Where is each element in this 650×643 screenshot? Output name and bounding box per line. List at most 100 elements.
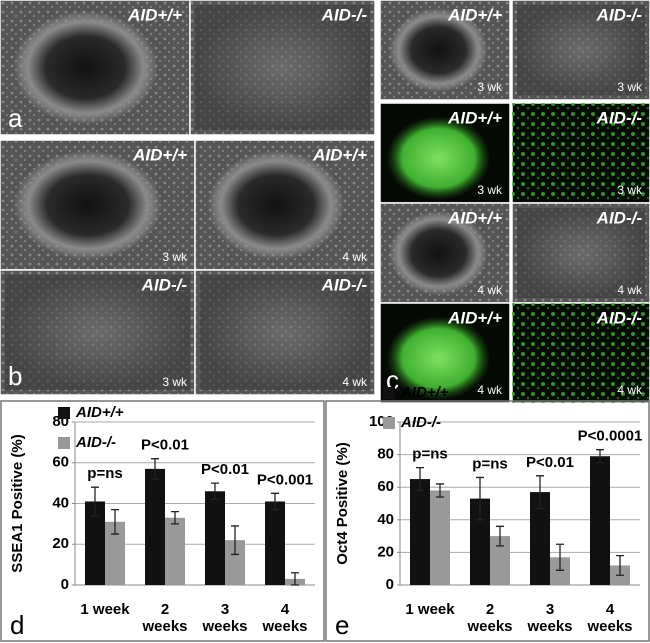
time-label: 3 wk — [477, 80, 503, 94]
legend-label: AID+/+ — [75, 404, 124, 421]
colony — [389, 8, 488, 92]
panel-letter: a — [8, 103, 23, 133]
y-tick-label: 40 — [377, 511, 394, 528]
legend-swatch — [383, 387, 395, 399]
x-tick-label: 2 weeks — [467, 601, 513, 635]
micrograph: AID+/+ — [0, 0, 191, 136]
error-bar — [616, 555, 624, 576]
y-tick-label: 20 — [377, 543, 394, 560]
significance: p=ns — [412, 446, 447, 463]
micrograph: AID-/- 4 wk — [511, 302, 650, 404]
micrograph: AID+/+ 3 wk — [0, 139, 196, 271]
green-colony — [386, 316, 491, 400]
genotype-label: AID-/- — [596, 5, 643, 24]
legend-label: AID-/- — [400, 414, 441, 431]
micrograph: AID+/+ 4 wk — [379, 202, 511, 304]
genotype-label: AID-/- — [596, 208, 643, 227]
flat-colony — [195, 5, 370, 130]
x-tick-label: 1 week — [80, 601, 130, 618]
flat-colony — [5, 275, 190, 390]
genotype-label: AID-/- — [596, 108, 643, 127]
legend-swatch — [58, 437, 70, 449]
genotype-label: AID-/- — [141, 275, 188, 294]
y-tick-label: 40 — [52, 494, 69, 511]
panel-letter: d — [10, 610, 24, 640]
flat-colony — [200, 275, 370, 390]
y-axis-label: SSEA1 Positive (%) — [9, 434, 26, 572]
genotype-label: AID+/+ — [312, 145, 367, 164]
time-label: 4 wk — [617, 283, 643, 297]
bar — [470, 498, 490, 585]
error-bar — [111, 508, 119, 535]
genotype-label: AID-/- — [321, 5, 368, 24]
micrograph: AID-/- — [189, 0, 376, 136]
legend-swatch — [58, 407, 70, 419]
time-label: 4 wk — [342, 375, 368, 389]
error-bar — [171, 511, 179, 525]
flat-colony — [517, 5, 645, 95]
legend-swatch — [383, 417, 395, 429]
significance: P<0.001 — [257, 471, 313, 488]
bar — [165, 517, 185, 585]
x-tick-label: 4 weeks — [587, 601, 633, 635]
error-bar — [416, 466, 424, 492]
y-tick-label: 80 — [377, 446, 394, 463]
micrograph: AID+/+ 3 wk — [379, 102, 511, 204]
error-bar — [536, 475, 544, 510]
genotype-label: AID+/+ — [447, 208, 502, 227]
y-tick-label: 20 — [52, 535, 69, 552]
x-tick-label: 4 weeks — [262, 601, 308, 635]
micrograph: AID-/- 3 wk — [511, 0, 650, 101]
legend-label: AID+/+ — [400, 384, 449, 401]
micrograph: AID-/- 4 wk — [194, 269, 376, 396]
bar — [265, 501, 285, 585]
error-bar — [476, 476, 484, 521]
colony — [207, 150, 345, 260]
significance: p=ns — [472, 455, 507, 472]
bar — [205, 491, 225, 585]
error-bar — [231, 525, 239, 556]
bar — [225, 540, 245, 585]
error-bar — [91, 486, 99, 517]
panel-letter: e — [335, 610, 349, 640]
micrograph: AID-/- 3 wk — [0, 269, 196, 396]
error-bar — [271, 492, 279, 511]
micrograph: AID+/+ 3 wk — [379, 0, 511, 101]
time-label: 4 wk — [617, 383, 643, 397]
genotype-label: AID+/+ — [127, 5, 182, 24]
y-tick-label: 60 — [377, 478, 394, 495]
micrograph: AID-/- 4 wk — [511, 202, 650, 304]
colony — [389, 211, 488, 295]
x-tick-label: 2 weeks — [142, 601, 188, 635]
time-label: 4 wk — [477, 383, 503, 397]
green-specks — [512, 303, 650, 403]
error-bar — [211, 482, 219, 501]
significance: P<0.01 — [141, 437, 189, 454]
significance: P<0.0001 — [578, 428, 643, 445]
bar — [530, 492, 550, 585]
genotype-label: AID+/+ — [447, 308, 502, 327]
x-tick-label: 3 weeks — [527, 601, 573, 635]
bar — [490, 536, 510, 585]
micrograph: AID-/- 3 wk — [511, 102, 650, 204]
bar — [85, 501, 105, 585]
genotype-label: AID-/- — [596, 308, 643, 327]
panel-letter: b — [8, 361, 22, 391]
error-bar — [596, 449, 604, 464]
significance: P<0.01 — [526, 454, 574, 471]
error-bar — [436, 483, 444, 498]
bar — [430, 490, 450, 585]
y-tick-label: 60 — [52, 454, 69, 471]
time-label: 3 wk — [617, 80, 643, 94]
chart-frame — [0, 400, 325, 642]
green-specks — [512, 103, 650, 203]
y-tick-label: 0 — [386, 576, 394, 593]
genotype-label: AID+/+ — [132, 145, 187, 164]
time-label: 3 wk — [617, 183, 643, 197]
time-label: 4 wk — [477, 283, 503, 297]
error-bar — [291, 572, 299, 586]
y-axis-label: Oct4 Positive (%) — [334, 442, 351, 565]
time-label: 3 wk — [162, 375, 188, 389]
time-label: 3 wk — [477, 183, 503, 197]
